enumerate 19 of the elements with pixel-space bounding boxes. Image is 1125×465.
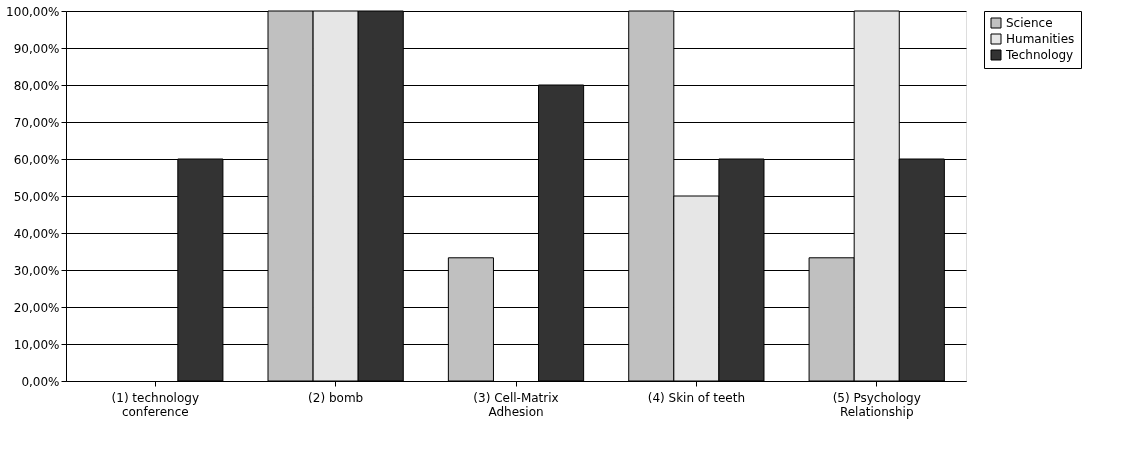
legend-label: Technology — [1005, 48, 1074, 62]
y-tick-label: 10,00% — [13, 337, 60, 352]
x-tick-label: (4) Skin of teeth — [647, 390, 746, 405]
y-tick-label: 20,00% — [13, 300, 60, 315]
legend-label: Humanities — [1006, 32, 1075, 46]
y-tick-label: 60,00% — [13, 152, 60, 167]
legend-label: Science — [1006, 16, 1053, 30]
y-tick-label: 40,00% — [13, 226, 60, 241]
y-tick-label: 100,00% — [6, 4, 60, 19]
y-tick-label: 90,00% — [13, 41, 60, 56]
y-tick-label: 30,00% — [13, 263, 60, 278]
x-tick-label: (3) Cell-Matrix Adhesion — [473, 390, 559, 419]
x-tick-label: (2) bomb — [308, 390, 364, 405]
x-tick-label: (1) technology conference — [111, 390, 200, 419]
y-tick-label: 70,00% — [13, 115, 60, 130]
y-tick-label: 80,00% — [13, 78, 60, 93]
x-tick-label: (5) Psychology Relationship — [832, 390, 921, 419]
y-tick-label: 50,00% — [13, 189, 60, 204]
y-tick-label: 0,00% — [21, 374, 60, 389]
